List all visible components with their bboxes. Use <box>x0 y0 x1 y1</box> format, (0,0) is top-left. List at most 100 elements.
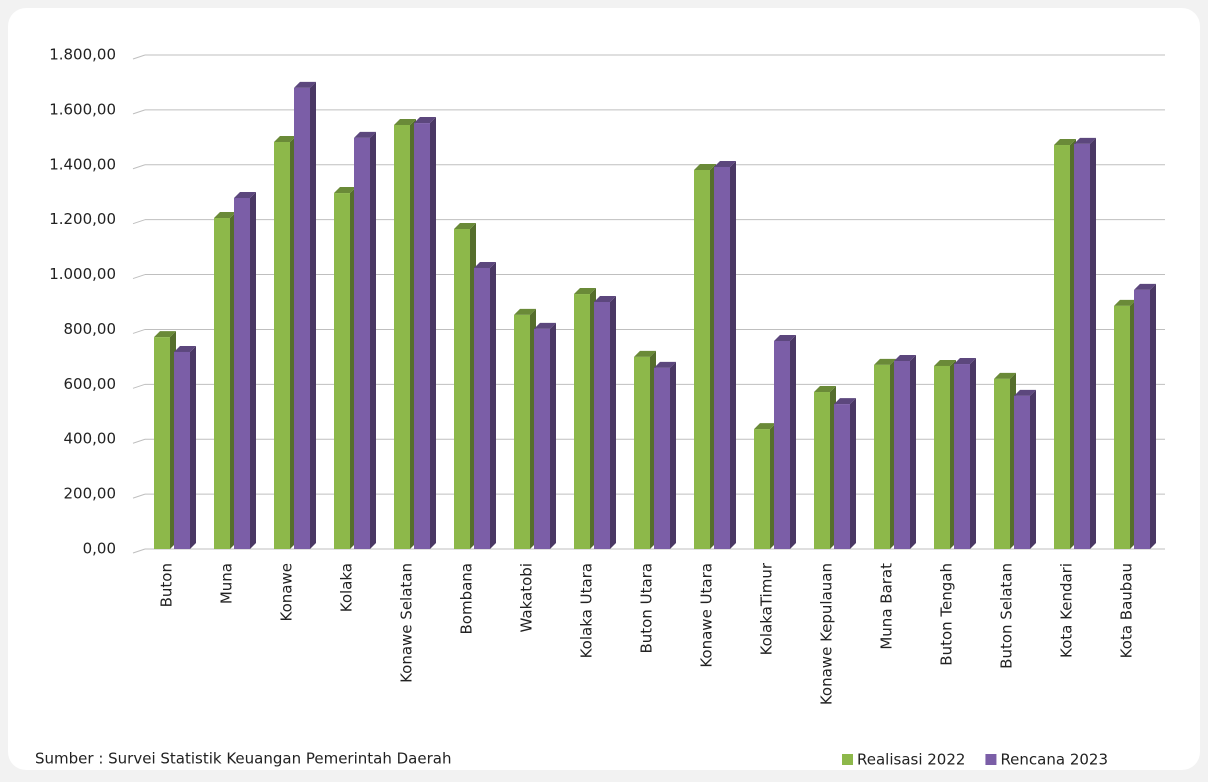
grid-depth <box>132 219 146 225</box>
bar-top <box>454 222 476 229</box>
x-tick-label: Muna Barat <box>878 563 896 650</box>
bar-top <box>274 135 296 142</box>
bar <box>294 87 310 549</box>
x-tick-label: Kolaka <box>338 563 356 612</box>
bar-top <box>154 331 176 338</box>
bar-side <box>910 355 916 549</box>
bar-side <box>1030 389 1036 549</box>
grid-depth <box>132 493 146 499</box>
bar-top <box>1074 137 1096 144</box>
bar-top <box>1114 299 1136 306</box>
bar-top <box>834 398 856 405</box>
x-tick-label: Bombana <box>458 563 476 635</box>
bar-side <box>1150 283 1156 549</box>
y-tick-label: 1.000,00 <box>49 265 116 283</box>
bar <box>934 365 950 549</box>
grid-depth <box>132 164 146 170</box>
bar-top <box>174 345 196 352</box>
bar <box>354 137 370 550</box>
y-tick-label: 400,00 <box>64 430 117 448</box>
bar <box>214 218 230 549</box>
bar <box>814 392 830 549</box>
x-tick-label: KolakaTimur <box>758 562 776 655</box>
bar-top <box>814 386 836 393</box>
x-tick-label: Buton <box>158 563 176 607</box>
bar-top <box>514 308 536 315</box>
bar-side <box>610 296 616 549</box>
x-tick-label: Buton Tengah <box>938 563 956 666</box>
bar-top <box>594 296 616 302</box>
x-tick-label: Muna <box>218 563 236 604</box>
y-tick-label: 200,00 <box>64 485 117 503</box>
bar-side <box>1090 137 1096 550</box>
grid-depth <box>132 54 146 60</box>
bar <box>414 123 430 549</box>
bar <box>534 328 550 549</box>
bar-top <box>754 423 776 430</box>
bar-top <box>714 160 736 167</box>
bar-top <box>334 187 356 194</box>
bar-top <box>634 350 656 357</box>
y-tick-label: 1.800,00 <box>49 46 116 64</box>
x-tick-label: Kota Baubau <box>1118 563 1136 658</box>
bar-top <box>954 358 976 365</box>
x-tick-label: Kota Kendari <box>1058 563 1076 658</box>
bar <box>1014 395 1030 549</box>
bar <box>894 361 910 549</box>
bar-top <box>414 117 436 124</box>
bar <box>1074 143 1090 550</box>
bar <box>274 141 290 549</box>
grid-depth <box>132 328 146 334</box>
bar-top <box>1054 139 1076 146</box>
bar-top <box>694 163 716 170</box>
bar <box>594 302 610 549</box>
bar <box>334 193 350 549</box>
x-tick-label: Buton Utara <box>638 563 656 654</box>
legend-label: Rencana 2023 <box>1000 751 1108 769</box>
bar <box>574 294 590 549</box>
bar-side <box>850 398 856 549</box>
bar <box>154 337 170 549</box>
bar <box>174 351 190 549</box>
bar-side <box>250 191 256 550</box>
bar <box>714 166 730 549</box>
bar-top <box>994 372 1016 379</box>
x-tick-label: Konawe Kepulauan <box>818 563 836 705</box>
bar-top <box>654 361 676 368</box>
bar-top <box>394 118 416 125</box>
y-tick-label: 1.600,00 <box>49 100 116 118</box>
bar-top <box>534 322 556 329</box>
bar <box>654 367 670 549</box>
legend-swatch <box>842 754 853 765</box>
bar <box>754 429 770 549</box>
grid-depth <box>132 109 146 115</box>
bar <box>474 267 490 549</box>
bar-top <box>574 288 596 295</box>
bar-top <box>1014 389 1036 396</box>
bar <box>694 169 710 549</box>
bar <box>774 340 790 549</box>
bar-top <box>354 131 376 138</box>
bar <box>1134 289 1150 549</box>
y-tick-label: 600,00 <box>64 375 117 393</box>
x-tick-label: Konawe Utara <box>698 563 716 668</box>
y-tick-label: 800,00 <box>64 320 117 338</box>
y-tick-label: 1.200,00 <box>49 210 116 228</box>
bar <box>514 314 530 549</box>
bar-side <box>790 334 796 549</box>
bar <box>874 364 890 549</box>
y-tick-label: 0,00 <box>83 540 116 558</box>
bar <box>834 404 850 549</box>
bar-side <box>490 261 496 549</box>
bar-top <box>294 81 316 88</box>
x-tick-label: Konawe Selatan <box>398 563 416 683</box>
bar-side <box>730 160 736 549</box>
bar-top <box>234 191 256 198</box>
bar-top <box>474 261 496 268</box>
bar <box>634 356 650 549</box>
bar-top <box>934 359 956 366</box>
grid-depth <box>132 383 146 389</box>
bar <box>1114 305 1130 549</box>
bar-side <box>670 361 676 549</box>
